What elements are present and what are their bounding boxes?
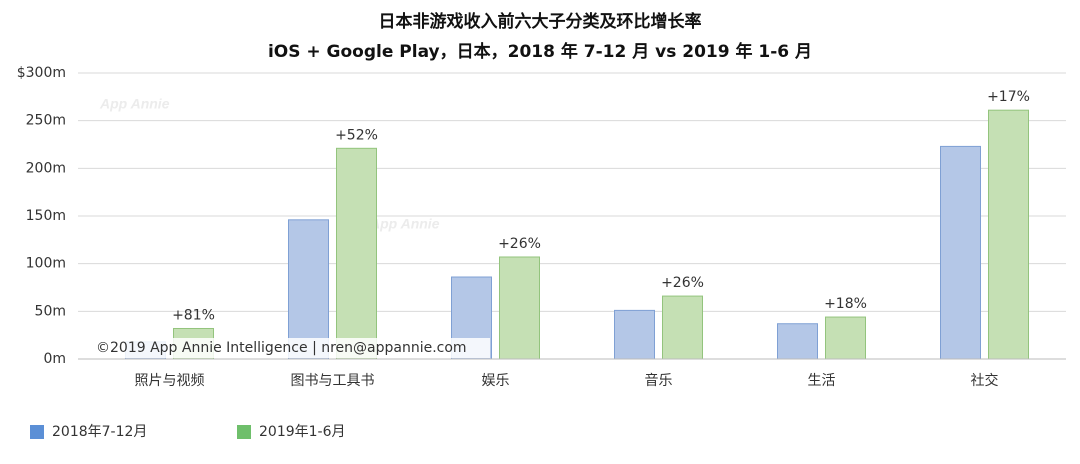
y-tick-label: 50m bbox=[35, 303, 66, 319]
watermark-small: App Annie bbox=[99, 96, 170, 112]
legend-swatch bbox=[30, 425, 44, 439]
y-tick-label: $300m bbox=[17, 65, 66, 81]
x-tick-label: 音乐 bbox=[645, 372, 673, 389]
x-tick-label: 图书与工具书 bbox=[291, 373, 375, 389]
legend-label: 2019年1-6月 bbox=[259, 424, 346, 440]
watermark-large: App Annie bbox=[369, 216, 440, 232]
y-tick-label: 150m bbox=[26, 208, 66, 224]
x-tick-label: 社交 bbox=[971, 372, 999, 389]
y-tick-label: 100m bbox=[26, 256, 66, 272]
chart-subtitle: iOS + Google Play，日本，2018 年 7-12 月 vs 20… bbox=[268, 41, 812, 62]
bar bbox=[288, 219, 329, 360]
bar bbox=[614, 309, 655, 360]
bar bbox=[777, 323, 818, 360]
bar bbox=[662, 295, 703, 360]
bar bbox=[825, 316, 866, 360]
legend-label: 2018年7-12月 bbox=[52, 424, 147, 440]
x-tick-label: 照片与视频 bbox=[135, 373, 205, 389]
legend-swatch bbox=[237, 425, 251, 439]
annotation-bg bbox=[92, 338, 490, 358]
bar bbox=[940, 145, 981, 360]
bar bbox=[336, 147, 377, 360]
y-tick-label: 0m bbox=[43, 351, 66, 367]
bar bbox=[988, 109, 1029, 360]
x-tick-label: 娱乐 bbox=[482, 373, 510, 389]
y-tick-label: 250m bbox=[26, 113, 66, 129]
growth-label: +18% bbox=[824, 296, 867, 312]
bar bbox=[499, 256, 540, 360]
x-tick-label: 生活 bbox=[808, 373, 836, 389]
y-tick-label: 200m bbox=[26, 160, 66, 176]
growth-label: +26% bbox=[661, 275, 704, 291]
chart-title: 日本非游戏收入前六大子分类及环比增长率 bbox=[379, 11, 702, 32]
growth-label: +52% bbox=[335, 127, 378, 143]
growth-label: +17% bbox=[987, 89, 1030, 105]
annotation: ©2019 App Annie Intelligence | nren@appa… bbox=[96, 340, 467, 356]
growth-label: +26% bbox=[498, 236, 541, 252]
growth-label: +81% bbox=[172, 307, 215, 323]
